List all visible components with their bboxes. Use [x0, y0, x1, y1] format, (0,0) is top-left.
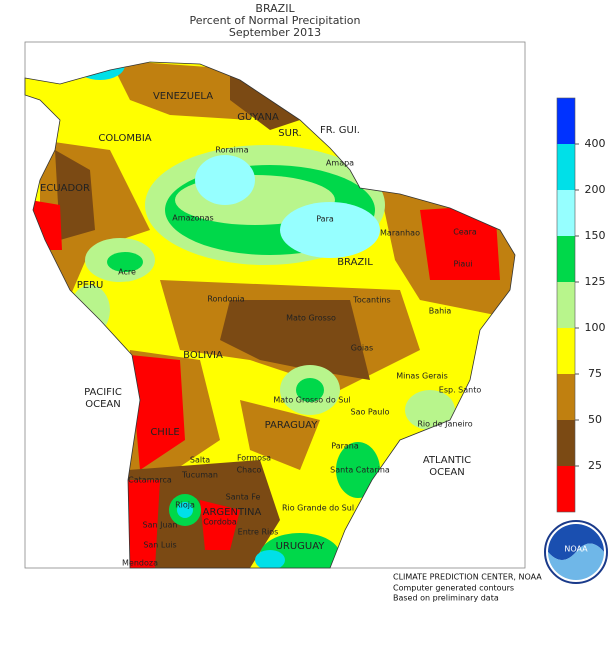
- legend-swatch: [557, 282, 575, 328]
- place-label: Rio de Janeiro: [417, 420, 472, 429]
- legend-swatch: [557, 328, 575, 374]
- place-label: OCEAN: [85, 399, 121, 410]
- credit: Computer generated contours: [393, 584, 514, 593]
- place-label: Mato Grosso do Sul: [273, 396, 350, 405]
- legend-swatch: [557, 374, 575, 420]
- legend-swatch: [557, 98, 575, 144]
- place-label: Ceara: [453, 228, 477, 237]
- place-label: PARAGUAY: [265, 420, 319, 431]
- legend-tick-label: 100: [585, 321, 606, 334]
- place-label: Minas Gerais: [396, 372, 448, 381]
- place-label: Para: [316, 215, 334, 224]
- place-label: Roraima: [215, 146, 248, 155]
- credit: CLIMATE PREDICTION CENTER, NOAA: [393, 573, 542, 582]
- legend-swatch: [557, 466, 575, 512]
- place-label: San Juan: [143, 521, 178, 530]
- place-label: San Luis: [143, 541, 176, 550]
- place-label: Cordoba: [203, 518, 237, 527]
- place-label: Goias: [351, 344, 373, 353]
- place-label: Piaui: [453, 260, 472, 269]
- map-title: Percent of Normal Precipitation: [189, 14, 360, 27]
- place-label: GUYANA: [237, 112, 279, 123]
- map-labels: VENEZUELA GUYANA SUR. FR. GUI. COLOMBIA Amapa…: [40, 91, 481, 568]
- place-label: SUR.: [278, 128, 301, 139]
- place-label: Amapa: [326, 159, 354, 168]
- place-label: Catamarca: [128, 476, 172, 485]
- place-label: Rondonia: [207, 295, 244, 304]
- place-label: BRAZIL: [337, 257, 373, 268]
- legend-swatch: [557, 420, 575, 466]
- legend-tick-label: 150: [585, 229, 606, 242]
- place-label: ARGENTINA: [203, 507, 262, 518]
- legend-swatch: [557, 144, 575, 190]
- place-label: Formosa: [237, 454, 271, 463]
- place-label: ATLANTIC: [423, 455, 471, 466]
- legend: 25 50 75 100 125 150 200 400: [556, 97, 606, 513]
- place-label: Maranhao: [380, 229, 420, 238]
- place-label: Tocantins: [352, 296, 390, 305]
- place-label: ECUADOR: [40, 183, 90, 194]
- map: [24, 41, 526, 569]
- legend-tick-label: 75: [588, 367, 602, 380]
- place-label: Esp. Santo: [439, 386, 482, 395]
- place-label: Bahia: [429, 307, 452, 316]
- place-label: OCEAN: [429, 467, 465, 478]
- legend-tick-label: 200: [585, 183, 606, 196]
- legend-tick-label: 25: [588, 459, 602, 472]
- place-label: PERU: [77, 280, 104, 291]
- place-label: VENEZUELA: [153, 91, 213, 102]
- country-title: BRAZIL: [255, 2, 295, 15]
- place-label: Parana: [331, 442, 359, 451]
- place-label: URUGUAY: [276, 541, 326, 552]
- place-label: Mendoza: [122, 559, 158, 568]
- place-label: Santa Fe: [226, 493, 261, 502]
- place-label: Santa Catarina: [330, 466, 390, 475]
- place-label: Entre Rios: [238, 528, 279, 537]
- place-label: COLOMBIA: [98, 133, 151, 144]
- place-label: Rioja: [175, 501, 195, 510]
- place-label: Rio Grande do Sul: [282, 504, 354, 513]
- credit: Based on preliminary data: [393, 594, 499, 603]
- place-label: Tucuman: [181, 471, 218, 480]
- legend-swatch: [557, 236, 575, 282]
- legend-tick-label: 125: [585, 275, 606, 288]
- logo-text: NOAA: [564, 545, 588, 554]
- legend-tick-label: 400: [585, 137, 606, 150]
- place-label: Mato Grosso: [286, 314, 336, 323]
- place-label: PACIFIC: [84, 387, 122, 398]
- place-label: Chaco: [237, 466, 262, 475]
- place-label: Sao Paulo: [351, 408, 390, 417]
- place-label: Amazonas: [172, 214, 213, 223]
- place-label: Salta: [190, 456, 210, 465]
- coastline: [24, 61, 516, 569]
- legend-frame: [556, 97, 576, 513]
- place-label: Acre: [118, 268, 136, 277]
- map-period: September 2013: [229, 26, 321, 39]
- place-label: CHILE: [150, 427, 179, 438]
- place-label: FR. GUI.: [320, 125, 360, 136]
- legend-swatch: [557, 190, 575, 236]
- legend-tick-label: 50: [588, 413, 602, 426]
- noaa-logo: NOAA: [544, 520, 608, 584]
- place-label: BOLIVIA: [183, 350, 223, 361]
